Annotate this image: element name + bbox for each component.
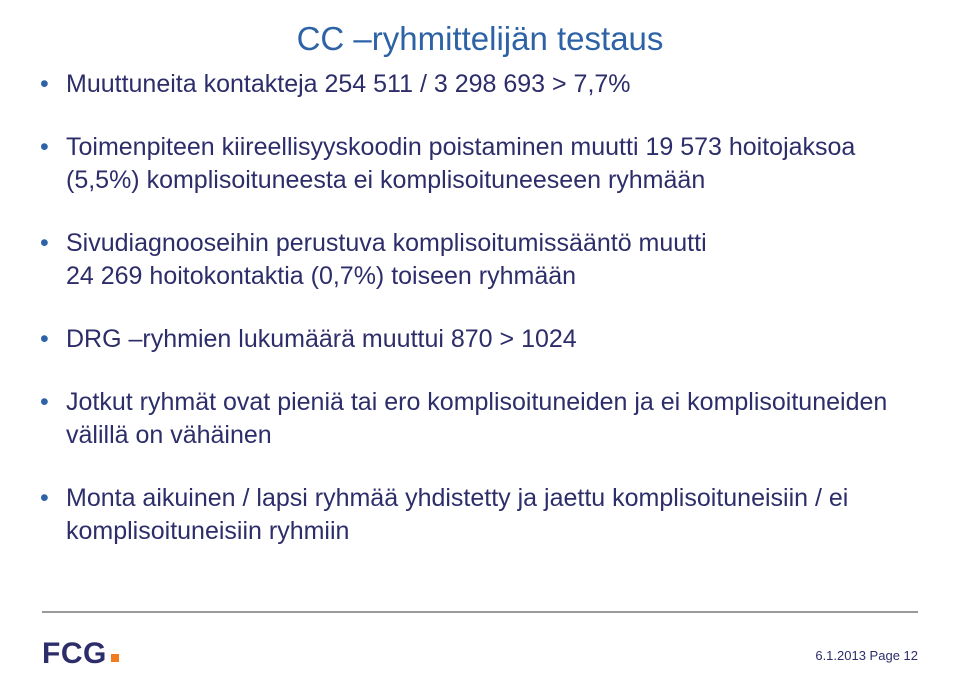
- slide-footer: FCG 6.1.2013 Page 12: [0, 611, 960, 671]
- bullet-sub-line: 24 269 hoitokontaktia (0,7%) toiseen ryh…: [40, 260, 920, 293]
- bullet-item: Monta aikuinen / lapsi ryhmää yhdistetty…: [40, 482, 920, 548]
- logo-text: FCG: [42, 637, 107, 670]
- bullet-item: DRG –ryhmien lukumäärä muuttui 870 > 102…: [40, 323, 920, 356]
- bullet-item: Jotkut ryhmät ovat pieniä tai ero kompli…: [40, 386, 920, 452]
- bullet-item: Toimenpiteen kiireellisyyskoodin poistam…: [40, 131, 920, 197]
- bullet-item: Muuttuneita kontakteja 254 511 / 3 298 6…: [40, 68, 920, 101]
- footer-page-info: 6.1.2013 Page 12: [815, 648, 918, 663]
- slide-title: CC –ryhmittelijän testaus: [0, 20, 960, 58]
- logo-dot-icon: [111, 654, 119, 662]
- bullet-list: DRG –ryhmien lukumäärä muuttui 870 > 102…: [40, 323, 920, 548]
- bullet-item: Sivudiagnooseihin perustuva komplisoitum…: [40, 227, 920, 260]
- bullet-list: Muuttuneita kontakteja 254 511 / 3 298 6…: [40, 68, 920, 260]
- logo: FCG: [42, 637, 119, 671]
- footer-divider: [42, 611, 918, 613]
- slide-content: Muuttuneita kontakteja 254 511 / 3 298 6…: [40, 68, 920, 578]
- slide: CC –ryhmittelijän testaus Muuttuneita ko…: [0, 0, 960, 691]
